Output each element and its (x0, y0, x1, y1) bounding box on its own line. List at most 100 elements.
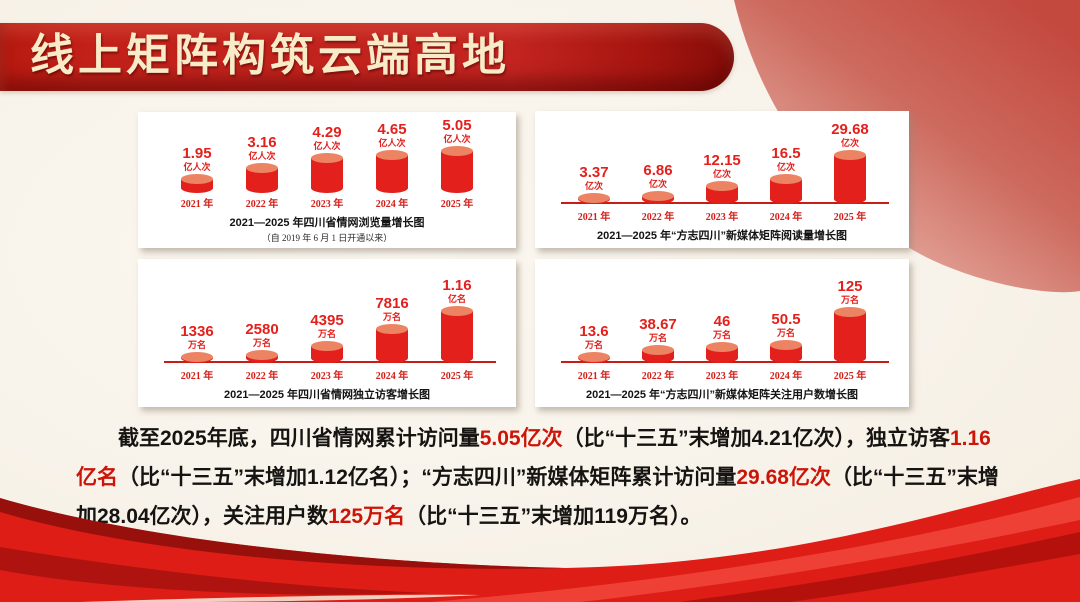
bar-cylinder-cap (642, 191, 674, 201)
year-label: 2024 年 (769, 371, 803, 382)
year-label: 2025 年 (833, 212, 867, 223)
bar-unit-label: 万名 (187, 340, 206, 350)
chart-title: 2021—2025 年四川省情网独立访客增长图 (224, 389, 430, 401)
bar-value-label: 2580 (245, 321, 279, 338)
bar-value-label: 13.6 (579, 323, 609, 340)
summary-paragraph: 截至2025年底，四川省情网累计访问量5.05亿次（比“十三五”末增加4.21亿… (76, 419, 1000, 536)
chart-card-followers: 13.6 万名 38.67 万名 46 万名 50.5 万名 125 万名 2021 年 2022 … (535, 259, 909, 407)
bar-cylinder-cap (706, 342, 738, 352)
bar-unit-label: 万名 (317, 329, 336, 339)
year-label: 2025 年 (833, 371, 867, 382)
chart-years: 2021 年 2022 年 2023 年 2024 年 2025 年 (138, 363, 516, 384)
bar-value-label: 1336 (180, 323, 214, 340)
summary-highlight-text: 29.68亿次 (736, 466, 831, 489)
bar-value-label: 50.5 (771, 311, 801, 328)
bar-cylinder-cap (311, 341, 343, 351)
year-label: 2022 年 (641, 371, 675, 382)
year-label: 2023 年 (310, 371, 344, 382)
bar-cylinder (376, 150, 408, 193)
chart-card-unique-visitors: 1336 万名 2580 万名 4395 万名 7816 万名 1.16 亿名 2021 年 202… (138, 259, 516, 407)
bar-cylinder-cap (441, 306, 473, 316)
summary-text: （比“十三五”末增加28.04亿次），关注用户数 (76, 466, 999, 528)
bar-cylinder (578, 193, 610, 204)
bar-column: 4.65 亿人次 (363, 122, 421, 193)
bar-cylinder (181, 352, 213, 363)
bar-cylinder (834, 150, 866, 204)
summary-text: （比“十三五”末增加119万名）。 (405, 505, 702, 528)
bar-value-label: 6.86 (643, 162, 673, 179)
bar-unit-label: 亿次 (712, 169, 731, 179)
bar-unit-label: 万名 (382, 312, 401, 322)
bar-cylinder-cap (181, 174, 213, 184)
bar-cylinder (441, 146, 473, 193)
bar-unit-label: 亿名 (447, 294, 466, 304)
chart-card-web-pageviews: 1.95 亿人次 3.16 亿人次 4.29 亿人次 4.65 亿人次 5.05 亿人次 2021… (138, 112, 516, 248)
bar-cylinder-cap (311, 153, 343, 163)
bar-cylinder (642, 345, 674, 363)
year-label: 2023 年 (705, 371, 739, 382)
year-label: 2021 年 (180, 371, 214, 382)
slide-title: 线上矩阵构筑云端高地 (30, 31, 510, 80)
year-label: 2021 年 (577, 371, 611, 382)
bar-column: 125 万名 (821, 279, 879, 363)
bar-column: 1.16 亿名 (428, 278, 486, 363)
bar-cylinder-cap (246, 350, 278, 360)
bar-value-label: 7816 (375, 295, 409, 312)
bar-column: 13.6 万名 (565, 324, 623, 363)
bar-value-label: 4395 (310, 312, 344, 329)
bar-value-label: 3.16 (247, 134, 277, 151)
bar-cylinder (181, 174, 213, 193)
chart-title: 2021—2025 年“方志四川”新媒体矩阵阅读量增长图 (597, 230, 847, 242)
bar-unit-label: 万名 (776, 328, 795, 338)
bar-cylinder-cap (834, 307, 866, 317)
bar-cylinder (706, 342, 738, 363)
bar-column: 12.15 亿次 (693, 153, 751, 204)
bar-column: 46 万名 (693, 314, 751, 363)
bar-column: 6.86 亿次 (629, 163, 687, 204)
bar-cylinder (706, 181, 738, 204)
bar-unit-label: 万名 (712, 330, 731, 340)
bar-unit-label: 亿次 (840, 138, 859, 148)
bar-unit-label: 亿人次 (378, 138, 406, 148)
bar-column: 38.67 万名 (629, 317, 687, 363)
chart-subtitle: （自 2019 年 6 月 1 日开通以来） (261, 233, 393, 243)
bar-column: 7816 万名 (363, 296, 421, 363)
bar-cylinder-cap (246, 163, 278, 173)
bar-cylinder-cap (706, 181, 738, 191)
year-label: 2023 年 (705, 212, 739, 223)
bar-column: 50.5 万名 (757, 312, 815, 363)
bar-cylinder-cap (578, 193, 610, 203)
year-label: 2021 年 (180, 199, 214, 210)
bar-value-label: 29.68 (831, 121, 869, 138)
bar-unit-label: 亿人次 (248, 151, 276, 161)
year-label: 2022 年 (641, 212, 675, 223)
bar-unit-label: 亿人次 (313, 141, 341, 151)
chart-years: 2021 年 2022 年 2023 年 2024 年 2025 年 (535, 204, 909, 225)
bar-column: 1.95 亿人次 (168, 146, 226, 193)
bar-value-label: 125 (837, 278, 863, 295)
bar-value-label: 38.67 (639, 316, 677, 333)
chart-years: 2021 年 2022 年 2023 年 2024 年 2025 年 (138, 191, 516, 212)
bar-cylinder-cap (376, 150, 408, 160)
chart-plot: 13.6 万名 38.67 万名 46 万名 50.5 万名 125 万名 (535, 265, 909, 363)
bar-value-label: 16.5 (771, 145, 801, 162)
chart-plot: 1.95 亿人次 3.16 亿人次 4.29 亿人次 4.65 亿人次 5.05 亿人次 (138, 118, 516, 193)
year-label: 2024 年 (375, 199, 409, 210)
year-label: 2021 年 (577, 212, 611, 223)
bar-unit-label: 万名 (252, 338, 271, 348)
year-label: 2024 年 (375, 371, 409, 382)
bar-value-label: 12.15 (703, 152, 741, 169)
chart-title: 2021—2025 年四川省情网浏览量增长图 (229, 217, 425, 229)
bottom-ribbon-decoration (0, 479, 1080, 602)
bar-unit-label: 亿人次 (183, 162, 211, 172)
bar-unit-label: 亿人次 (443, 134, 471, 144)
year-label: 2022 年 (245, 371, 279, 382)
bar-cylinder-cap (376, 324, 408, 334)
bar-cylinder (578, 352, 610, 363)
bar-cylinder-cap (770, 340, 802, 350)
bar-column: 16.5 亿次 (757, 146, 815, 204)
year-label: 2025 年 (440, 371, 474, 382)
bar-value-label: 4.29 (312, 124, 342, 141)
year-label: 2025 年 (440, 199, 474, 210)
